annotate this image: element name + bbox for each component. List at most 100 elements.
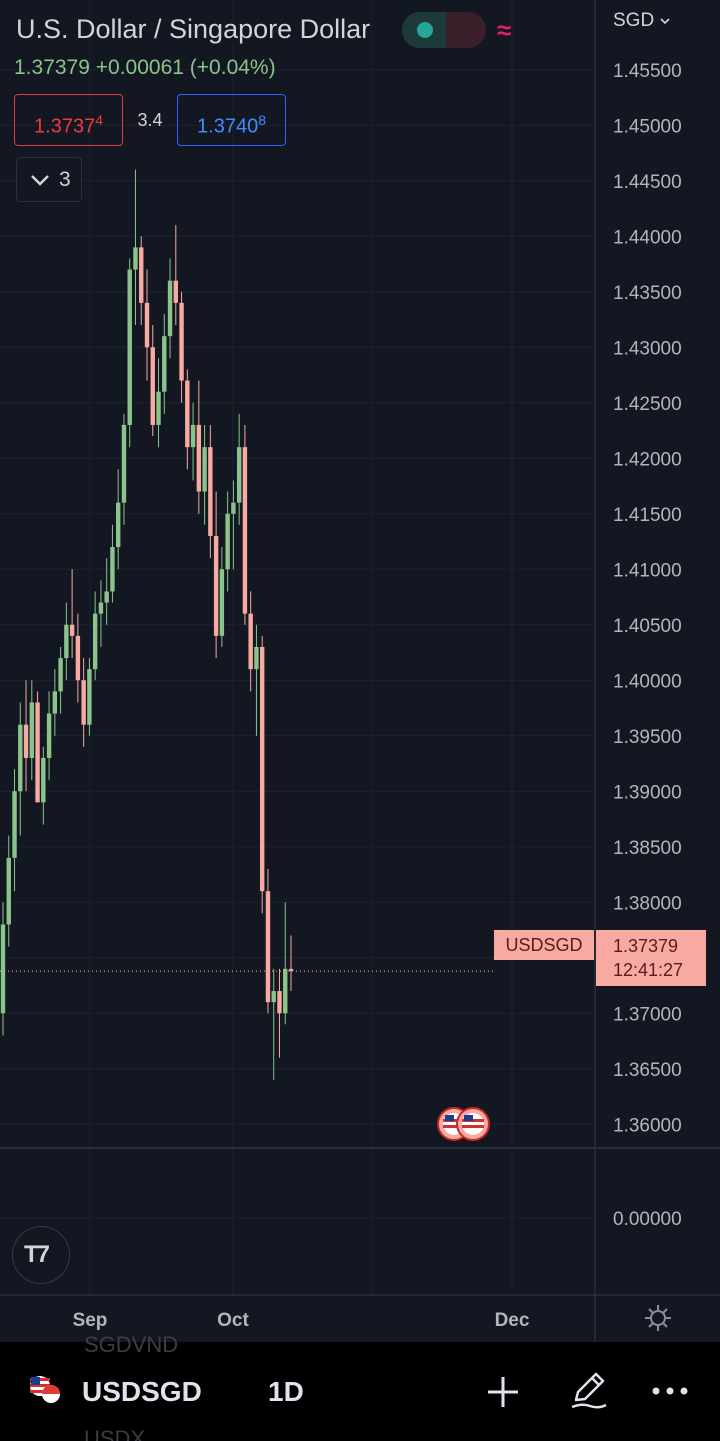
candle-body <box>260 646 265 892</box>
price-summary: 1.37379 +0.00061 (+0.04%) <box>14 56 276 80</box>
gear-icon[interactable] <box>640 1300 676 1336</box>
candle-body <box>173 280 178 303</box>
candle-body <box>236 447 242 503</box>
price-axis-label: 1.41500 <box>613 505 682 526</box>
candle-body <box>150 347 155 425</box>
price-axis-label: 1.36500 <box>613 1060 682 1081</box>
last-price: 1.37379 <box>14 56 90 79</box>
price-axis-label: 1.37000 <box>613 1004 682 1025</box>
data-delay-segment: ≈ <box>446 12 511 48</box>
candle-body <box>219 569 225 636</box>
price-axis-label: 1.38500 <box>613 838 682 859</box>
candle-body <box>12 791 17 858</box>
market-open-dot-icon <box>417 22 433 38</box>
symbol-title[interactable]: U.S. Dollar / Singapore Dollar <box>16 14 371 44</box>
price-axis-label: 1.44500 <box>613 172 682 193</box>
bar-countdown: 12:41:27 <box>613 960 684 980</box>
pencil-icon[interactable] <box>568 1370 608 1410</box>
candle-body <box>283 968 288 1014</box>
price-axis-label: 1.36000 <box>613 1115 682 1136</box>
candlestick-series <box>0 169 294 1080</box>
price-axis-label: 1.44000 <box>613 227 682 248</box>
more-icon[interactable] <box>650 1376 690 1406</box>
price-axis: 1.45500 1.45000 1.44500 1.44000 1.43500 1.430… <box>613 61 682 1230</box>
buy-button[interactable]: 1.37408 <box>177 94 286 146</box>
candle-body <box>87 669 92 725</box>
currency-select-value: SGD <box>613 10 655 31</box>
candle-body <box>156 391 161 425</box>
candle-body <box>52 691 58 714</box>
candle-body <box>254 646 259 670</box>
tradingview-logo[interactable]: T7 <box>12 1226 70 1284</box>
price-axis-label: 1.38000 <box>613 893 682 914</box>
candle-body <box>271 991 276 1003</box>
candle-body <box>81 680 86 725</box>
tradingview-logo-icon: T7 <box>24 1241 50 1268</box>
market-open-segment <box>402 12 446 48</box>
bid-price-pip: 4 <box>95 112 103 128</box>
candle-body <box>225 513 230 570</box>
candle-body <box>121 424 127 503</box>
candle-body <box>58 658 63 692</box>
indicators-toggle-button[interactable]: 3 <box>16 157 82 202</box>
candle-body <box>231 502 236 514</box>
bottom-toolbar: SGDVND USDSGD 1D USDX <box>0 1332 720 1441</box>
candle-body <box>104 591 109 603</box>
ask-price: 1.3740 <box>197 115 259 138</box>
price-axis-label: 1.40500 <box>613 616 682 637</box>
price-axis-label: 1.41000 <box>613 560 682 581</box>
symbol-list-prev[interactable]: SGDVND <box>84 1332 179 1357</box>
candle-body <box>133 247 138 270</box>
time-axis-label: Sep <box>73 1310 108 1331</box>
price-axis-label: 1.42000 <box>613 449 682 470</box>
symbol-price-tag: USDSGD <box>494 930 594 960</box>
candle-body <box>46 713 52 758</box>
candle-body <box>139 247 144 303</box>
candle-body <box>242 447 248 614</box>
candle-body <box>202 447 207 492</box>
sell-button[interactable]: 1.37374 <box>14 94 123 146</box>
candle-body <box>64 624 69 659</box>
candle-body <box>23 724 29 758</box>
candle-body <box>167 280 173 337</box>
candle-body <box>75 635 81 681</box>
price-axis-label: 1.43500 <box>613 283 682 304</box>
wave-icon: ≈ <box>497 15 512 45</box>
chevron-down-icon <box>660 18 671 25</box>
us-sg-flag-icon <box>30 1376 60 1403</box>
symbol-button[interactable]: USDSGD <box>82 1376 202 1407</box>
candle-body <box>190 424 196 448</box>
candle-body <box>213 535 219 636</box>
time-axis: Sep Oct Dec <box>73 1310 530 1331</box>
candle-body <box>196 424 202 492</box>
market-status-pill[interactable]: ≈ <box>402 12 511 48</box>
candle-body <box>18 724 23 792</box>
chevron-down-icon <box>31 175 49 186</box>
candle-body <box>127 269 132 425</box>
economic-event-flag-icon[interactable] <box>456 1107 490 1141</box>
price-change: +0.00061 <box>95 56 184 79</box>
indicators-count: 3 <box>59 168 71 191</box>
symbol-list-next[interactable]: USDX <box>84 1426 146 1441</box>
currency-select[interactable]: SGD <box>613 10 671 32</box>
candle-body <box>162 336 167 392</box>
candle-body <box>248 613 253 670</box>
candle-body <box>92 613 98 670</box>
plus-icon[interactable] <box>485 1374 521 1410</box>
price-axis-label: 1.45000 <box>613 116 682 137</box>
price-axis-label: 1.39500 <box>613 727 682 748</box>
candle-body <box>288 968 294 972</box>
pane2-axis-label: 0.00000 <box>613 1209 682 1230</box>
price-axis-label: 1.43000 <box>613 338 682 359</box>
price-axis-label: 1.40000 <box>613 671 682 692</box>
current-price-value: 1.37379 <box>613 936 679 956</box>
candle-body <box>110 547 115 592</box>
candle-body <box>41 757 46 803</box>
candle-body <box>6 857 11 925</box>
candle-body <box>208 447 213 536</box>
candle-body <box>29 702 34 758</box>
candle-body <box>35 702 40 803</box>
candle-body <box>144 302 150 348</box>
interval-button[interactable]: 1D <box>268 1376 304 1407</box>
